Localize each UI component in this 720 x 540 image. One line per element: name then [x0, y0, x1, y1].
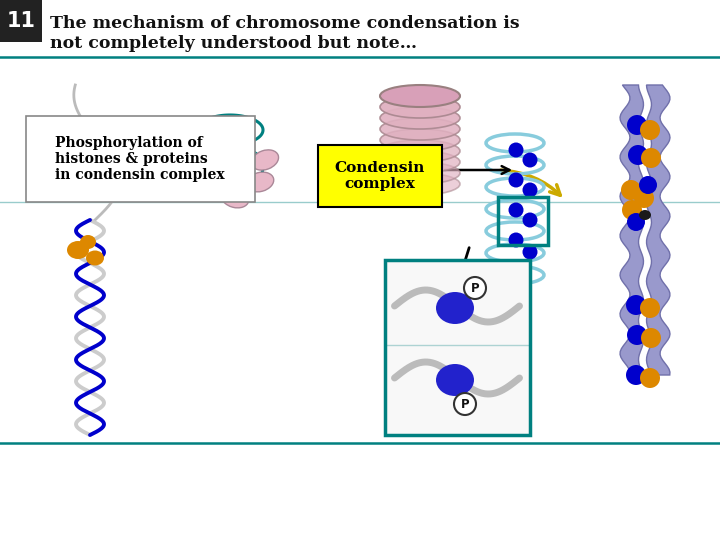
Text: The mechanism of chromosome condensation is: The mechanism of chromosome condensation… [50, 16, 520, 32]
Circle shape [508, 262, 523, 278]
Ellipse shape [86, 251, 104, 266]
Ellipse shape [436, 292, 474, 324]
Ellipse shape [639, 210, 651, 220]
Circle shape [621, 180, 641, 200]
Circle shape [454, 393, 476, 415]
Circle shape [508, 202, 523, 218]
Circle shape [627, 325, 647, 345]
Ellipse shape [380, 96, 460, 118]
Ellipse shape [197, 122, 224, 142]
Circle shape [639, 176, 657, 194]
Circle shape [640, 120, 660, 140]
Circle shape [622, 200, 642, 220]
Circle shape [641, 148, 661, 168]
Circle shape [640, 298, 660, 318]
Circle shape [523, 152, 538, 167]
Text: 11: 11 [6, 11, 35, 31]
Ellipse shape [221, 188, 248, 208]
Circle shape [464, 277, 486, 299]
Text: P: P [471, 281, 480, 294]
Ellipse shape [380, 140, 460, 162]
Circle shape [626, 365, 646, 385]
FancyBboxPatch shape [26, 116, 255, 202]
Circle shape [523, 245, 538, 260]
Circle shape [508, 143, 523, 158]
Ellipse shape [380, 118, 460, 140]
Ellipse shape [380, 107, 460, 129]
Bar [498, 197, 548, 245]
Circle shape [634, 188, 654, 208]
Circle shape [627, 213, 645, 231]
Circle shape [626, 295, 646, 315]
Text: P: P [461, 397, 469, 410]
Circle shape [523, 213, 538, 227]
Circle shape [523, 183, 538, 198]
Ellipse shape [80, 235, 96, 249]
Polygon shape [647, 85, 670, 375]
Circle shape [627, 115, 647, 135]
Ellipse shape [380, 173, 460, 195]
Bar [0, 0, 42, 42]
Ellipse shape [246, 172, 274, 192]
Circle shape [628, 145, 648, 165]
Circle shape [641, 328, 661, 348]
Ellipse shape [67, 241, 89, 259]
FancyBboxPatch shape [318, 145, 442, 207]
Ellipse shape [380, 151, 460, 173]
Ellipse shape [380, 129, 460, 151]
Circle shape [640, 368, 660, 388]
Text: not completely understood but note…: not completely understood but note… [50, 35, 417, 51]
Circle shape [508, 172, 523, 187]
Ellipse shape [226, 132, 253, 152]
Ellipse shape [436, 364, 474, 396]
Ellipse shape [380, 85, 460, 107]
Polygon shape [620, 85, 644, 375]
Text: Phosphorylation of
histones & proteins
in condensin complex: Phosphorylation of histones & proteins i… [55, 136, 225, 182]
Ellipse shape [380, 162, 460, 184]
Ellipse shape [251, 150, 279, 170]
Circle shape [508, 233, 523, 247]
Text: Condensin
complex: Condensin complex [335, 161, 426, 191]
Bar [385, 260, 530, 435]
